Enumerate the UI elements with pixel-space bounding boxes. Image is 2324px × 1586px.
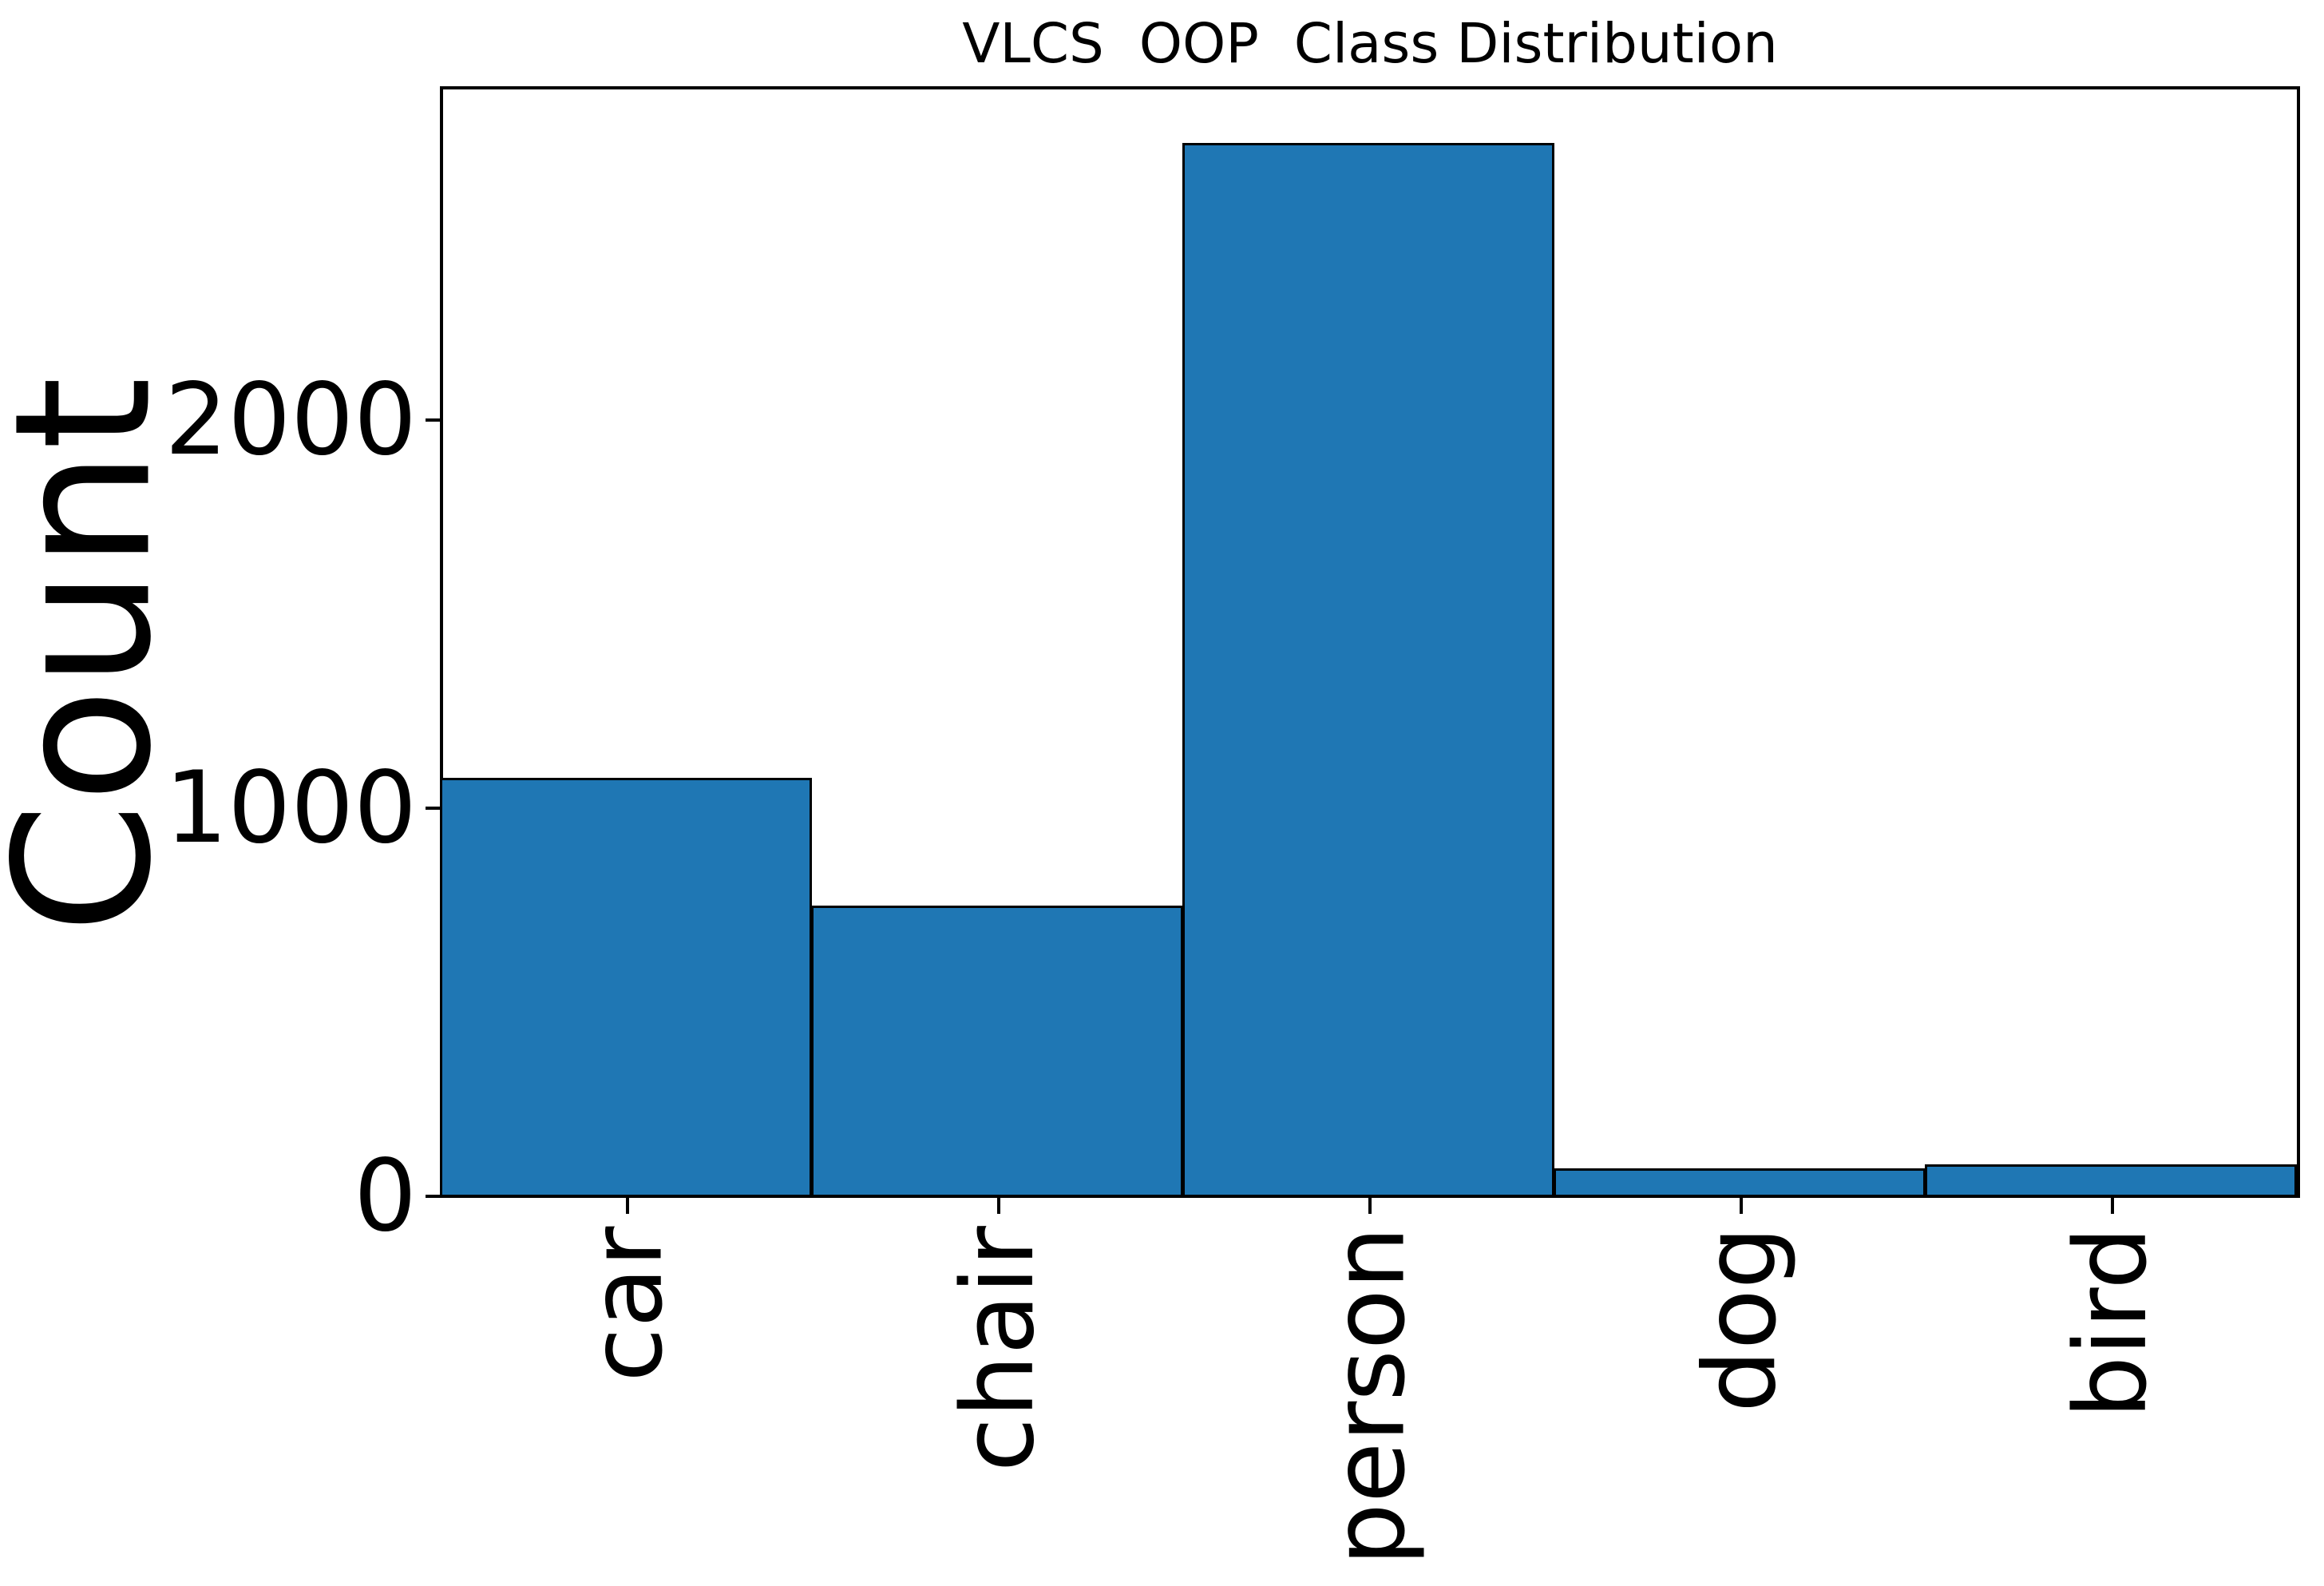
y-tick-0 xyxy=(426,1195,440,1198)
y-tick-label-2000: 2000 xyxy=(164,362,417,478)
x-tick-dog xyxy=(1739,1198,1743,1214)
x-tick-label-dog: dog xyxy=(1683,1226,1799,1413)
x-tick-bird xyxy=(2110,1198,2114,1214)
y-tick-label-0: 0 xyxy=(354,1139,417,1254)
bar-person xyxy=(1182,143,1554,1197)
x-tick-label-bird: bird xyxy=(2054,1226,2170,1419)
bar-car xyxy=(440,777,812,1197)
bar-chair xyxy=(811,906,1183,1197)
y-tick-2000 xyxy=(426,418,440,422)
x-tick-chair xyxy=(996,1198,1000,1214)
x-tick-label-chair: chair xyxy=(940,1226,1056,1473)
x-tick-label-person: person xyxy=(1312,1226,1427,1566)
y-tick-label-1000: 1000 xyxy=(164,750,417,866)
bar-dog xyxy=(1554,1168,1926,1197)
bar-bird xyxy=(1925,1164,2297,1197)
x-tick-person xyxy=(1368,1198,1372,1214)
y-tick-1000 xyxy=(426,806,440,810)
chart-title: VLCS OOP Class Distribution xyxy=(962,12,1778,76)
y-axis-label: Count xyxy=(0,376,193,934)
x-tick-car xyxy=(625,1198,629,1214)
x-tick-label-car: car xyxy=(569,1226,685,1382)
